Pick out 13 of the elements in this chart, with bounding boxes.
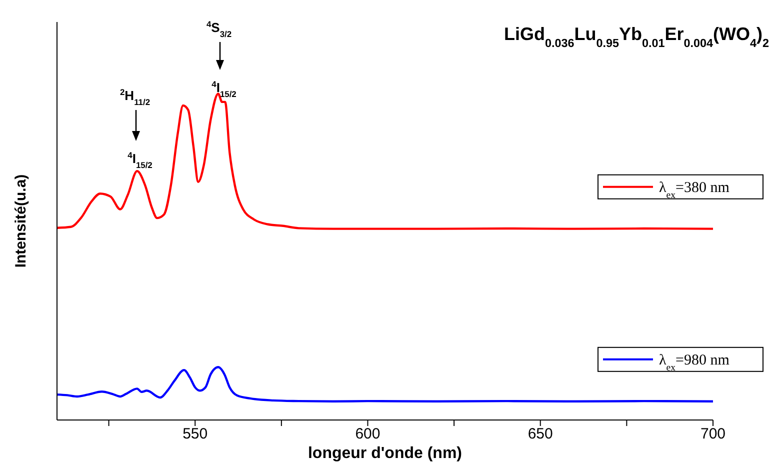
text: $^{4}$S$_{3/2}$ <box>206 19 232 39</box>
chart-title: LiGd$_{0.036}$Lu$_{0.95}$Yb$_{0.01}$Er$_{0.004}$(WO$_{4}$)$_{2}$ <box>504 24 769 50</box>
annotation: $^{2}$H$_{11/2}$ <box>120 87 150 107</box>
x-tick-label: 550 <box>182 426 208 443</box>
x-tick-label: 600 <box>355 426 380 443</box>
x-axis-title: longeur d'onde (nm) <box>308 445 462 462</box>
x-tick-label: 700 <box>700 426 726 443</box>
legend-label: λ$_{ex}$=380 nm <box>659 180 730 200</box>
annotation: $^{4}$I$_{15/2}$ <box>128 150 153 170</box>
legend-label: λ$_{ex}$=980 nm <box>659 352 730 373</box>
y-axis-title: Intensité(u.a) <box>12 174 30 268</box>
annotation: $^{4}$I$_{15/2}$ <box>212 79 237 99</box>
x-tick-label: 650 <box>528 426 553 443</box>
